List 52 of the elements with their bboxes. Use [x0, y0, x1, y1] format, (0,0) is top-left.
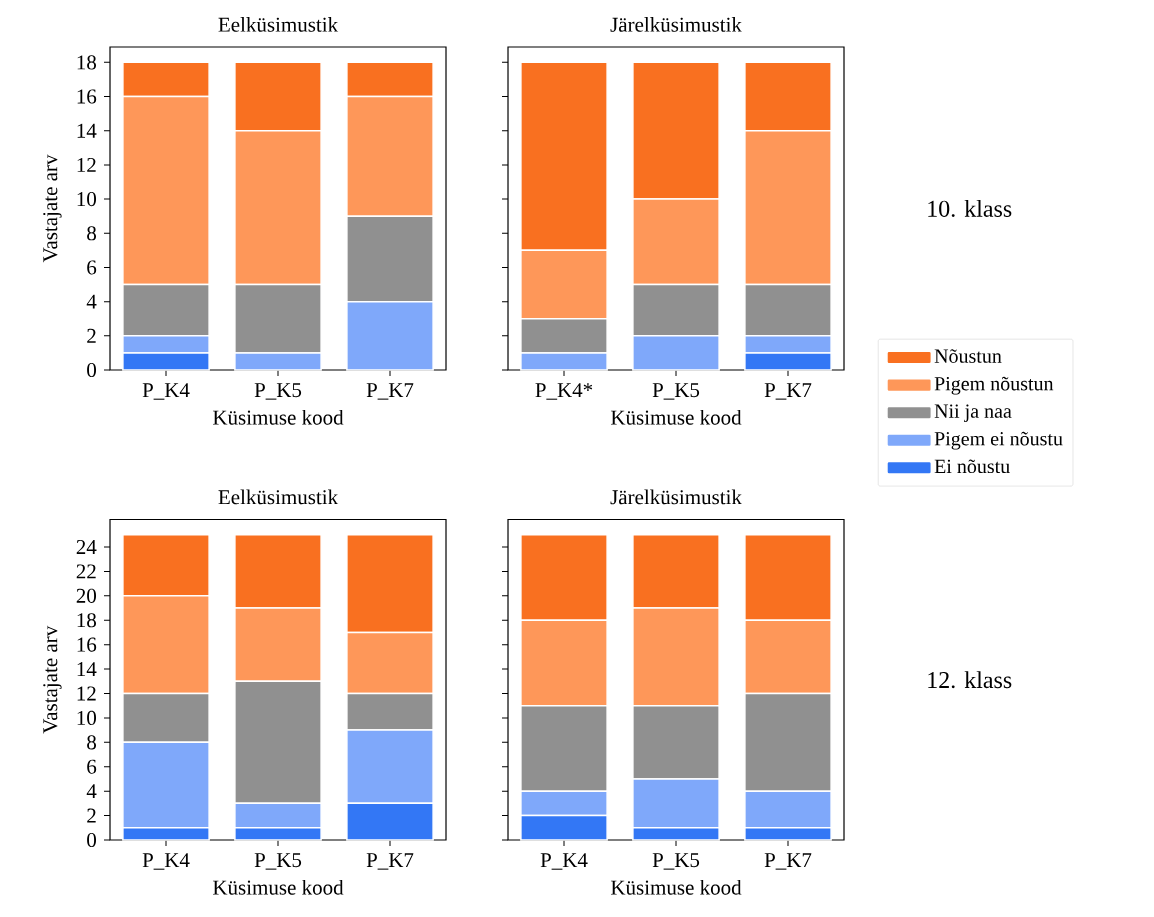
y-tick-label: 12 [77, 157, 96, 172]
x-axis-title: Küsimuse kood [212, 879, 344, 895]
y-tick-label: 8 [87, 735, 97, 750]
x-tick-label: P_K4 [540, 853, 588, 870]
x-axis-title: Küsimuse kood [610, 409, 742, 425]
y-tick-label: 2 [87, 328, 96, 343]
y-tick-label: 16 [77, 89, 97, 104]
chart-title: Eelküsimustik [218, 489, 339, 505]
legend-label: Ei nõustu [934, 459, 1010, 474]
y-tick-label: 16 [77, 637, 97, 652]
x-tick-label: P_K7 [366, 853, 414, 870]
legend-label: Pigem nõustun [934, 376, 1054, 395]
chart-title: Järelküsimustik [610, 489, 742, 505]
text: 10. klass [928, 199, 1012, 217]
y-tick-label: 6 [87, 759, 97, 774]
legend-label: Pigem ei nõustu [934, 431, 1063, 450]
y-tick-label: 10 [77, 192, 97, 207]
y-tick-label: 22 [76, 564, 96, 579]
legend-label: Nõustun [934, 349, 1002, 363]
y-tick-label: 2 [87, 808, 96, 823]
y-tick-label: 6 [87, 260, 97, 275]
x-tick-label: P_K7 [764, 383, 812, 400]
x-axis-title: Küsimuse kood [610, 879, 742, 895]
y-tick-label: 10 [77, 710, 97, 725]
x-axis-title: Küsimuse kood [212, 409, 344, 425]
y-tick-label: 18 [77, 613, 97, 628]
chart-title: Eelküsimustik [218, 17, 339, 32]
y-tick-label: 0 [87, 362, 97, 378]
y-tick-label: 20 [76, 588, 97, 603]
x-tick-label: P_K5 [652, 853, 700, 870]
y-axis-title: Vastajate arv [43, 154, 62, 263]
x-tick-label: P_K4 [142, 383, 190, 400]
y-tick-label: 12 [77, 686, 96, 701]
y-tick-label: 18 [77, 55, 97, 70]
x-tick-label: P_K5 [254, 853, 302, 870]
y-tick-label: 14 [77, 662, 97, 676]
x-tick-label: P_K7 [764, 853, 812, 870]
x-tick-label: P_K4* [535, 383, 593, 400]
x-tick-label: P_K5 [652, 383, 700, 400]
chart-title: Järelküsimustik [610, 17, 742, 32]
legend-label: Nii ja naa [934, 404, 1012, 422]
y-tick-label: 0 [87, 832, 97, 848]
y-tick-label: 4 [86, 784, 97, 799]
x-tick-label: P_K7 [366, 383, 414, 400]
y-tick-label: 14 [77, 123, 97, 138]
y-tick-label: 4 [86, 294, 97, 309]
text: 12. klass [928, 671, 1012, 689]
y-tick-label: 24 [76, 540, 97, 554]
x-tick-label: P_K5 [254, 383, 302, 400]
y-tick-label: 8 [87, 226, 97, 241]
y-axis-title: Vastajate arv [43, 625, 62, 734]
x-tick-label: P_K4 [142, 853, 190, 870]
